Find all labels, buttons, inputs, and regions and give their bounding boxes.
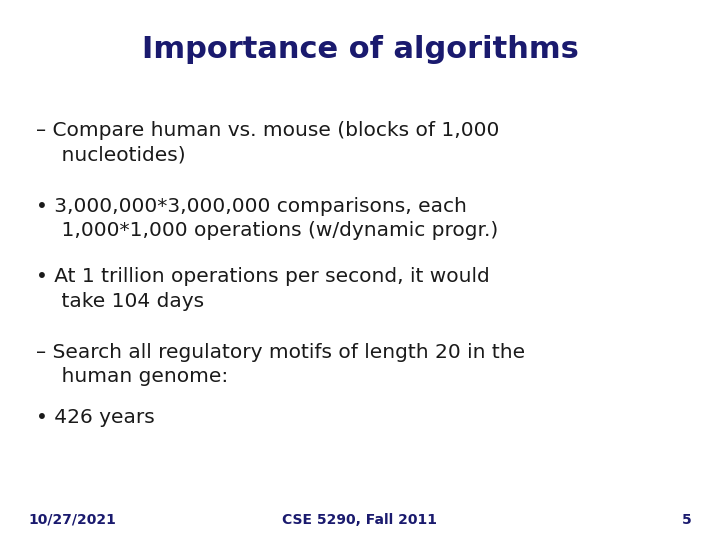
Text: – Search all regulatory motifs of length 20 in the
    human genome:: – Search all regulatory motifs of length… [36, 343, 525, 386]
Text: CSE 5290, Fall 2011: CSE 5290, Fall 2011 [282, 512, 438, 526]
Text: 10/27/2021: 10/27/2021 [29, 512, 117, 526]
Text: – Compare human vs. mouse (blocks of 1,000
    nucleotides): – Compare human vs. mouse (blocks of 1,0… [36, 122, 500, 165]
Text: • 426 years: • 426 years [36, 408, 155, 427]
Text: • At 1 trillion operations per second, it would
    take 104 days: • At 1 trillion operations per second, i… [36, 267, 490, 310]
Text: • 3,000,000*3,000,000 comparisons, each
    1,000*1,000 operations (w/dynamic pr: • 3,000,000*3,000,000 comparisons, each … [36, 197, 498, 240]
Text: 5: 5 [681, 512, 691, 526]
Text: Importance of algorithms: Importance of algorithms [142, 35, 578, 64]
